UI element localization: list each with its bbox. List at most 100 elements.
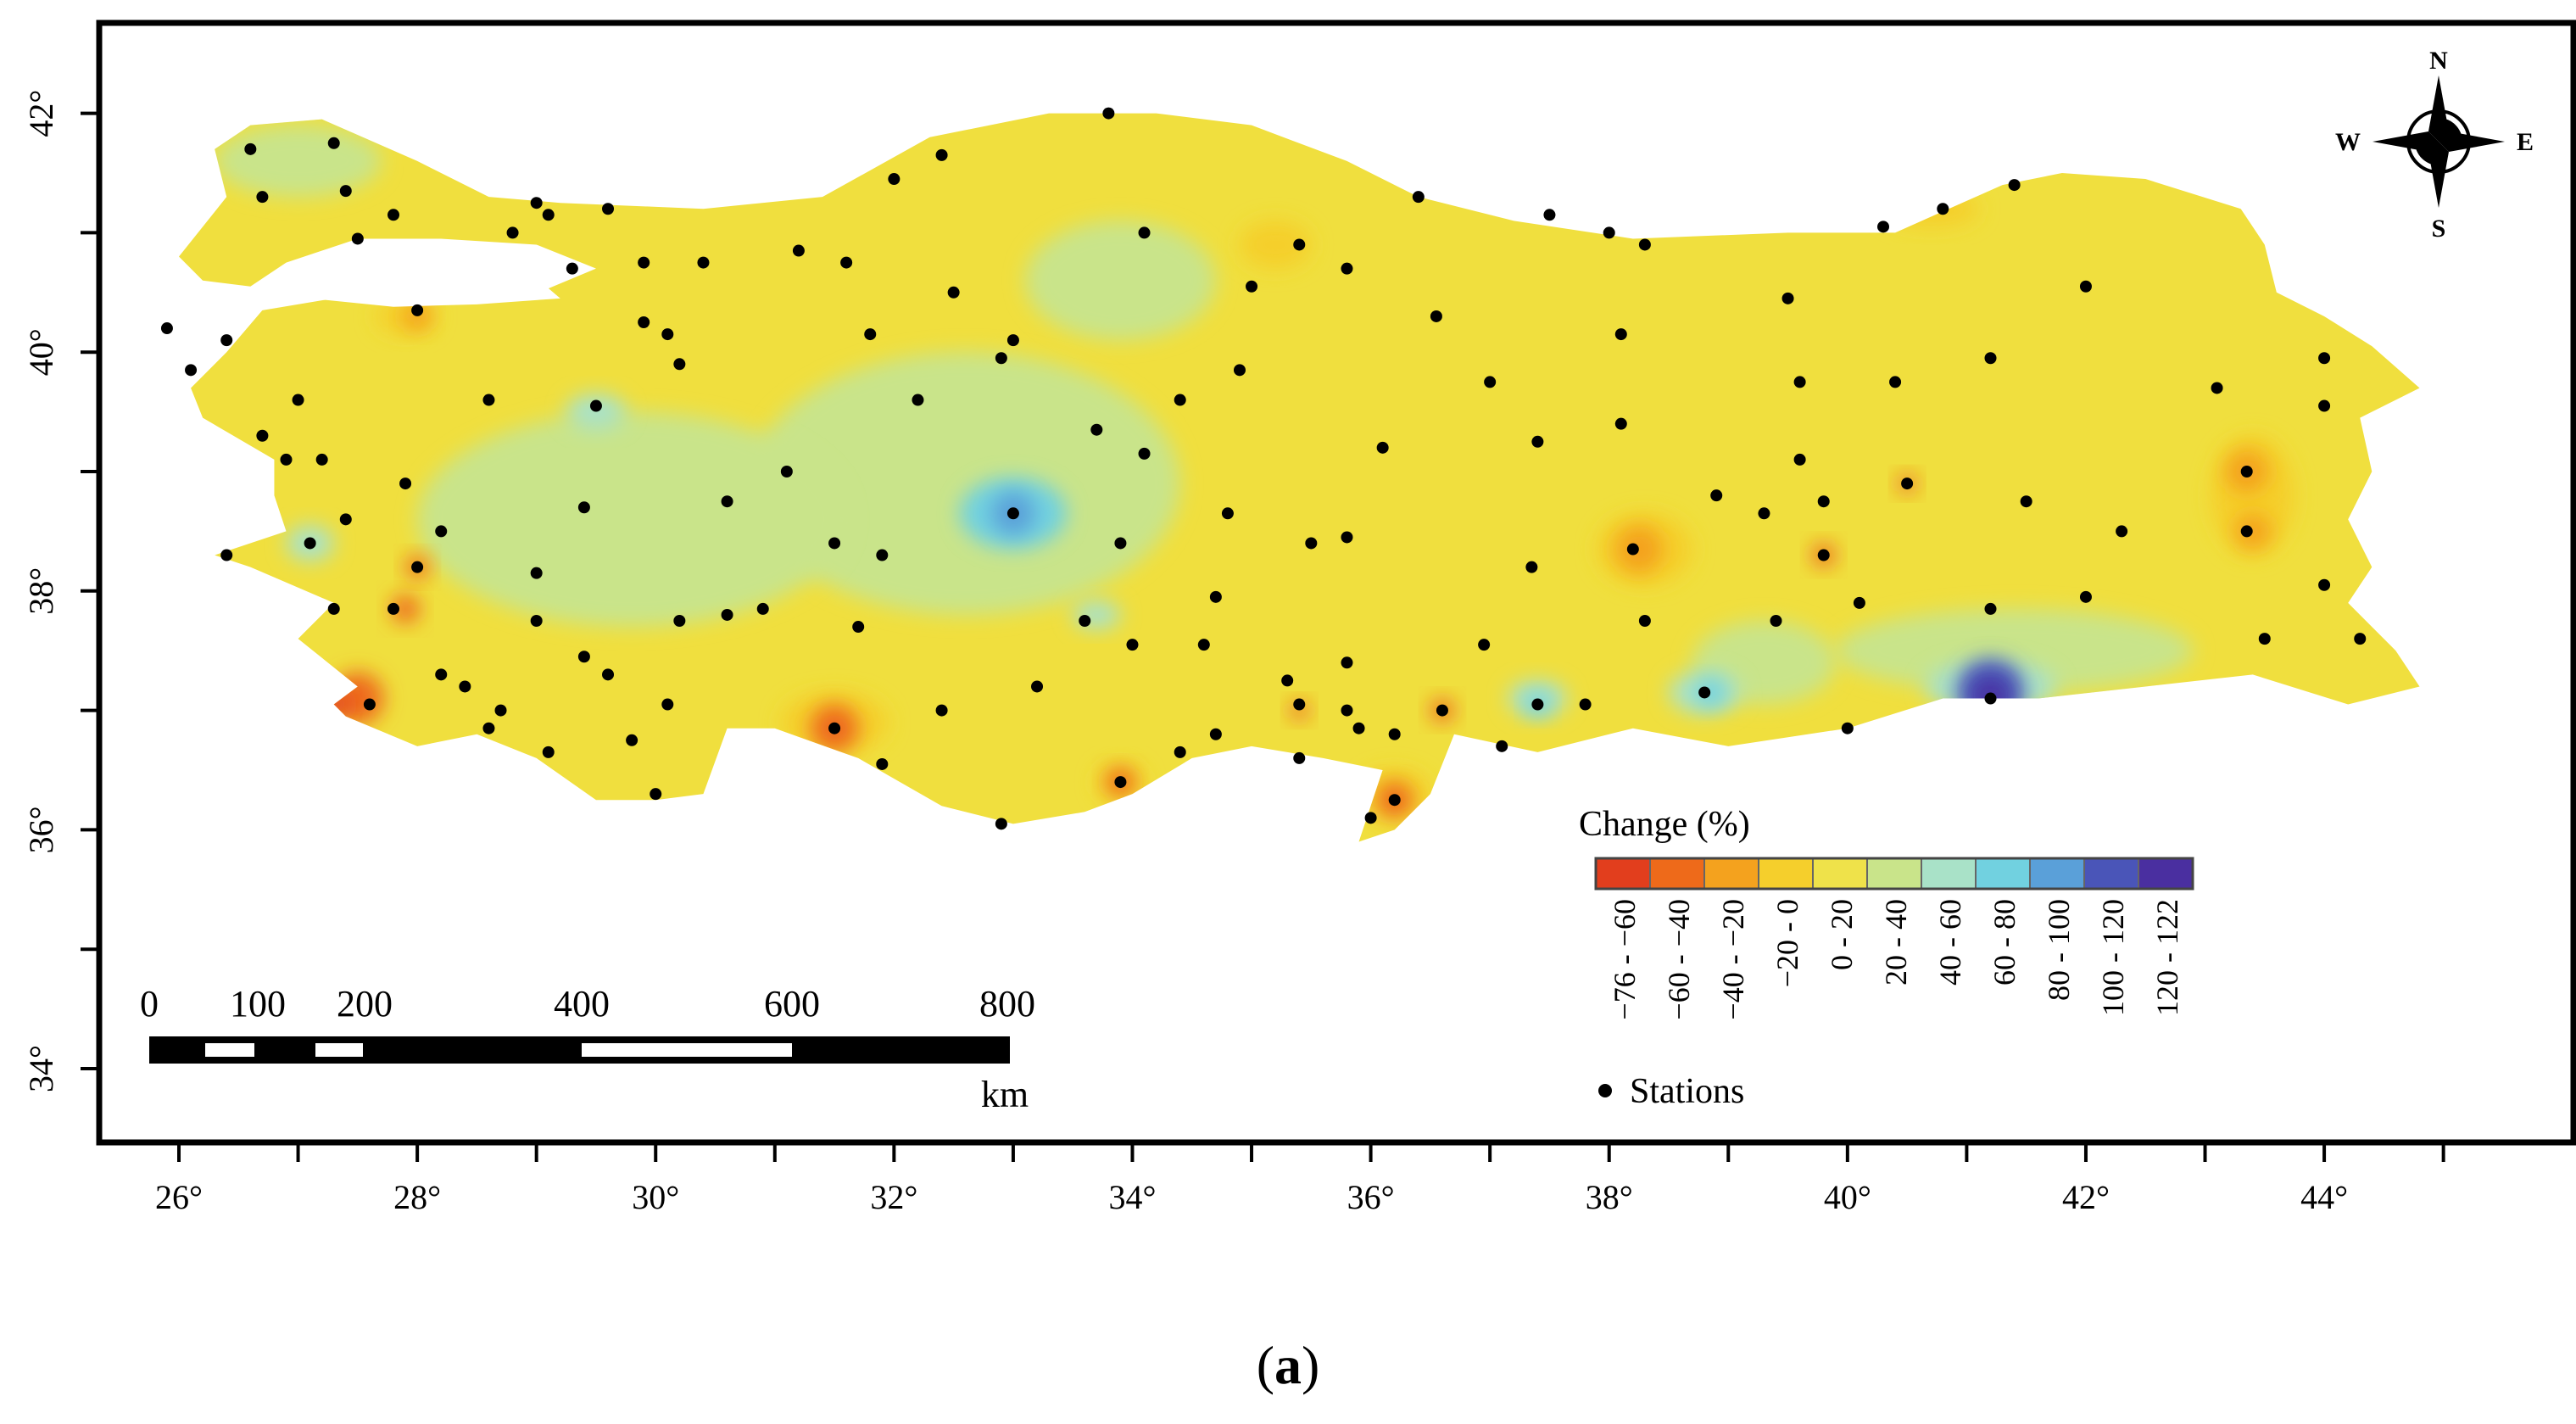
legend-station-marker	[1598, 1084, 1612, 1097]
station-marker	[1281, 674, 1294, 687]
station-marker	[566, 262, 578, 275]
scale-label: 400	[554, 983, 610, 1025]
station-marker	[1901, 477, 1914, 490]
compass-label-n: N	[2429, 47, 2448, 75]
station-marker	[1877, 221, 1890, 233]
station-marker	[1197, 639, 1210, 651]
station-marker	[351, 232, 364, 245]
station-marker	[673, 358, 686, 371]
station-marker	[661, 328, 674, 341]
legend-swatch	[2029, 857, 2085, 890]
x-axis: 26° 28° 30° 32° 34° 36° 38° 40° 42° 44°	[155, 1142, 2445, 1216]
station-marker	[1614, 417, 1627, 430]
legend-swatch	[1921, 857, 1977, 890]
scale-label: 0	[140, 983, 159, 1025]
legend-swatch	[1812, 857, 1868, 890]
station-marker	[530, 197, 543, 209]
change-zone	[566, 394, 627, 430]
station-marker	[1341, 656, 1353, 669]
station-marker	[1793, 453, 1806, 466]
change-hotspot	[319, 690, 348, 719]
station-marker	[1006, 334, 1019, 347]
compass-label-e: E	[2517, 128, 2534, 156]
station-marker	[1525, 561, 1538, 573]
station-marker	[1436, 704, 1448, 717]
station-marker	[1293, 751, 1306, 764]
station-marker	[280, 453, 293, 466]
station-marker	[1770, 615, 1782, 627]
station-marker	[1174, 746, 1186, 758]
station-marker	[2318, 352, 2331, 365]
change-hotspot	[1696, 678, 1726, 707]
change-zone	[417, 411, 847, 628]
station-marker	[756, 602, 769, 615]
station-marker	[160, 322, 173, 335]
change-hotspot	[331, 672, 384, 725]
station-marker	[1293, 698, 1306, 711]
station-marker	[1841, 722, 1854, 734]
legend-swatch	[1595, 857, 1651, 890]
legend-class-label: 20 - 40	[1879, 899, 1913, 986]
change-zone	[1239, 221, 1312, 269]
x-tick-label: 44°	[2300, 1178, 2348, 1216]
change-hotspot	[2234, 513, 2271, 550]
station-marker	[1793, 376, 1806, 388]
caption-open: (	[1256, 1335, 1274, 1395]
station-marker	[1614, 328, 1627, 341]
station-marker	[2008, 179, 2021, 192]
station-marker	[638, 256, 650, 269]
legend-class-label: −20 - 0	[1770, 899, 1804, 987]
station-marker	[840, 256, 853, 269]
compass-quadrant-ne	[2439, 118, 2462, 142]
station-marker	[1293, 238, 1306, 251]
station-marker	[256, 429, 269, 442]
station-marker	[327, 602, 340, 615]
station-marker	[697, 256, 710, 269]
legend-swatch	[1758, 857, 1814, 890]
station-marker	[1889, 376, 1902, 388]
change-hotspot	[391, 595, 420, 623]
legend-class-label: 0 - 20	[1825, 899, 1859, 970]
scale-bar-segment-light	[205, 1043, 254, 1057]
station-marker	[530, 615, 543, 627]
station-marker	[1341, 262, 1353, 275]
station-marker	[244, 142, 257, 155]
legend-class-label: 100 - 120	[2096, 899, 2130, 1016]
station-marker	[2020, 495, 2032, 508]
x-tick-label: 32°	[870, 1178, 917, 1216]
station-marker	[721, 608, 733, 621]
scale-label: 200	[337, 983, 393, 1025]
station-marker	[542, 746, 555, 758]
station-marker	[2240, 525, 2253, 538]
legend-class-label: −60 - −40	[1662, 899, 1696, 1020]
marmara-sea-water	[274, 265, 560, 307]
station-marker	[1114, 776, 1127, 789]
x-tick-label: 38°	[1586, 1178, 1633, 1216]
station-marker	[1412, 191, 1425, 204]
station-marker	[1698, 686, 1711, 699]
station-marker	[1388, 794, 1401, 807]
station-marker	[1246, 280, 1258, 293]
station-marker	[828, 537, 841, 550]
station-marker	[1221, 507, 1234, 520]
station-marker	[650, 788, 662, 801]
station-marker	[602, 668, 615, 681]
station-marker	[1710, 489, 1723, 502]
x-tick-label: 30°	[632, 1178, 679, 1216]
station-marker	[1484, 376, 1497, 388]
scale-bar: 0 100 200 400 600 800 km	[140, 983, 1035, 1115]
station-marker	[935, 148, 948, 161]
station-marker	[589, 399, 602, 412]
station-marker	[912, 394, 924, 406]
station-marker	[876, 549, 889, 561]
caption-letter: a	[1274, 1335, 1302, 1395]
station-marker	[435, 525, 448, 538]
scale-bar-segment-light	[582, 1043, 792, 1057]
station-marker	[1817, 549, 1830, 561]
station-marker	[2318, 578, 2331, 591]
station-marker	[2079, 590, 2092, 603]
station-marker	[577, 651, 590, 663]
station-marker	[1543, 209, 1556, 221]
north-arrow: N S E W	[2335, 47, 2534, 243]
station-marker	[530, 567, 543, 579]
